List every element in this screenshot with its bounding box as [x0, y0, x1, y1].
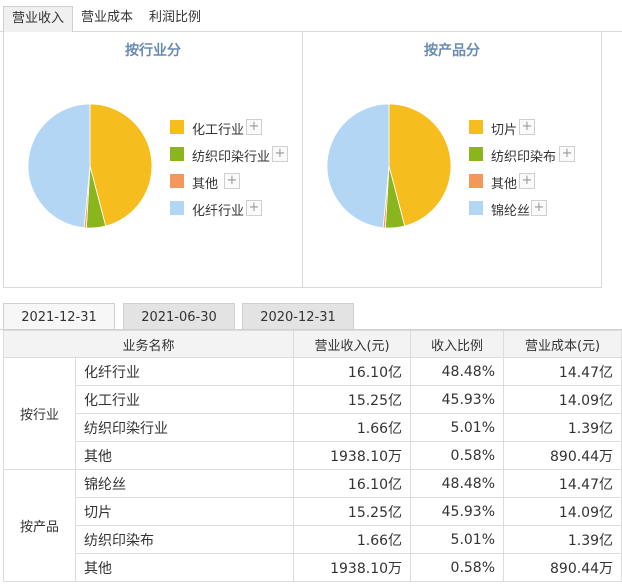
row-ratio: 48.48%: [410, 469, 505, 498]
tab-cost[interactable]: 营业成本: [81, 10, 134, 25]
table-row: 化工行业 15.25亿 45.93% 14.09亿: [4, 385, 622, 414]
row-name: 纺织印染行业: [74, 413, 295, 442]
row-name: 纺织印染布: [74, 525, 295, 554]
legend-expand-button[interactable]: +: [519, 173, 535, 189]
row-ratio: 5.01%: [410, 525, 505, 554]
row-revenue: 16.10亿: [293, 469, 412, 498]
legend-label: 其他: [192, 177, 219, 192]
row-cost: 14.09亿: [503, 497, 622, 526]
tab-revenue[interactable]: 营业收入: [3, 6, 74, 32]
header-ratio: 收入比例: [410, 330, 505, 358]
date-tab-divider: [0, 329, 622, 330]
industry-pie-chart: [27, 103, 153, 229]
row-ratio: 5.01%: [410, 413, 505, 442]
date-tab-2020-12-31[interactable]: 2020-12-31: [242, 303, 354, 330]
row-ratio: 0.58%: [410, 441, 505, 470]
legend-label: 其他: [491, 177, 518, 192]
legend-label: 纺织印染行业: [192, 150, 271, 165]
table-row: 纺织印染行业 1.66亿 5.01% 1.39亿: [4, 413, 622, 442]
group-label: 按行业: [3, 357, 76, 470]
table-row: 纺织印染布 1.66亿 5.01% 1.39亿: [4, 525, 622, 554]
row-name: 化工行业: [74, 385, 295, 414]
top-tab-bar: 营业收入 营业成本 利润比例: [0, 0, 622, 32]
row-revenue: 1938.10万: [293, 441, 412, 470]
legend-label: 锦纶丝: [491, 204, 531, 219]
header-revenue: 营业收入(元): [293, 330, 412, 358]
header-cost: 营业成本(元): [503, 330, 622, 358]
row-name: 其他: [74, 553, 295, 582]
pie-slice-1: [89, 103, 153, 227]
row-name: 化纤行业: [74, 357, 295, 386]
table-row: 其他 1938.10万 0.58% 890.44万: [4, 441, 622, 470]
row-revenue: 15.25亿: [293, 385, 412, 414]
row-revenue: 16.10亿: [293, 357, 412, 386]
row-revenue: 1.66亿: [293, 525, 412, 554]
row-revenue: 1938.10万: [293, 553, 412, 582]
legend-expand-button[interactable]: +: [246, 200, 262, 216]
row-ratio: 45.93%: [410, 385, 505, 414]
row-cost: 890.44万: [503, 553, 622, 582]
row-revenue: 1.66亿: [293, 413, 412, 442]
row-ratio: 48.48%: [410, 357, 505, 386]
legend-label: 化工行业: [192, 123, 245, 138]
row-cost: 890.44万: [503, 441, 622, 470]
row-cost: 14.09亿: [503, 385, 622, 414]
date-tab-2021-06-30[interactable]: 2021-06-30: [123, 303, 235, 330]
product-chart-title: 按产品分: [424, 43, 480, 59]
header-business-name: 业务名称: [2, 330, 295, 358]
date-tab-2021-12-31[interactable]: 2021-12-31: [3, 303, 115, 330]
table-row: 按产品 锦纶丝 16.10亿 48.48% 14.47亿: [3, 469, 622, 582]
legend-expand-button[interactable]: +: [519, 119, 535, 135]
product-chart-panel: 按产品分 切片 + 纺织印染布 + 其他 + 锦纶丝 +: [302, 32, 602, 288]
pie-slice-4: [326, 103, 390, 229]
row-ratio: 0.58%: [410, 553, 505, 582]
row-revenue: 15.25亿: [293, 497, 412, 526]
legend-swatch: [170, 120, 184, 134]
row-cost: 14.47亿: [503, 357, 622, 386]
legend-expand-button[interactable]: +: [531, 200, 547, 216]
table-row: 按行业 化纤行业 16.10亿 48.48% 14.47亿: [3, 357, 622, 470]
table-row: 其他 1938.10万 0.58% 890.44万: [4, 553, 622, 582]
pie-slice-1: [388, 103, 452, 227]
legend-expand-button[interactable]: +: [272, 146, 288, 162]
table-header-row: 业务名称 营业收入(元) 收入比例 营业成本(元): [2, 330, 622, 358]
row-name: 其他: [74, 441, 295, 470]
legend-swatch: [469, 174, 483, 188]
product-pie-chart: [326, 103, 452, 229]
pie-slice-4: [27, 103, 91, 229]
industry-chart-title: 按行业分: [125, 43, 181, 59]
row-cost: 1.39亿: [503, 413, 622, 442]
legend-expand-button[interactable]: +: [246, 119, 262, 135]
group-label: 按产品: [3, 469, 76, 582]
revenue-breakdown-table: 业务名称 营业收入(元) 收入比例 营业成本(元) 按行业 化纤行业 16.10…: [2, 330, 622, 582]
row-name: 切片: [74, 497, 295, 526]
industry-chart-panel: 按行业分 化工行业 + 纺织印染行业 + 其他 + 化纤行业 +: [3, 32, 303, 288]
tab-profit-ratio[interactable]: 利润比例: [149, 10, 202, 25]
row-ratio: 45.93%: [410, 497, 505, 526]
legend-swatch: [170, 174, 184, 188]
row-cost: 14.47亿: [503, 469, 622, 498]
table-row: 切片 15.25亿 45.93% 14.09亿: [4, 497, 622, 526]
legend-swatch: [469, 120, 483, 134]
legend-label: 化纤行业: [192, 204, 245, 219]
row-name: 锦纶丝: [74, 469, 295, 498]
legend-label: 纺织印染布: [491, 150, 557, 165]
legend-swatch: [469, 201, 483, 215]
legend-swatch: [469, 147, 483, 161]
legend-expand-button[interactable]: +: [559, 146, 575, 162]
legend-swatch: [170, 201, 184, 215]
row-cost: 1.39亿: [503, 525, 622, 554]
legend-swatch: [170, 147, 184, 161]
legend-label: 切片: [491, 123, 518, 138]
legend-expand-button[interactable]: +: [224, 173, 240, 189]
